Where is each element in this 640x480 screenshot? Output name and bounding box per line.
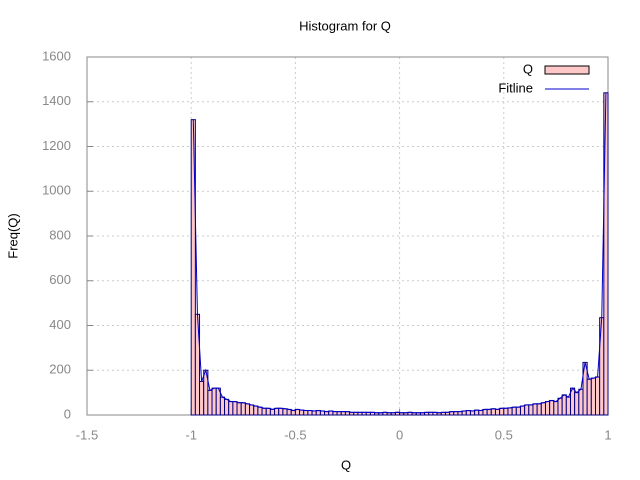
x-axis-label: Q [341, 457, 351, 472]
bar [190, 119, 196, 416]
bar [549, 399, 555, 416]
bar [257, 406, 263, 416]
bar [311, 410, 317, 416]
bar [515, 406, 521, 416]
bar [586, 378, 592, 416]
bar [603, 92, 609, 416]
bar [490, 408, 496, 416]
bar [244, 403, 251, 416]
legend-label: Q [523, 61, 533, 76]
bar [544, 401, 551, 416]
bar [332, 411, 338, 416]
bar [219, 396, 226, 416]
y-axis-label: Freq(Q) [5, 213, 20, 259]
bar [540, 402, 546, 416]
bar [469, 410, 476, 416]
y-tick-label: 400 [49, 317, 71, 332]
y-tick-label: 1200 [42, 138, 71, 153]
y-tick-label: 1000 [42, 183, 71, 198]
bar [532, 403, 538, 416]
x-tick-label: -1.5 [76, 427, 98, 442]
y-tick-label: 0 [64, 406, 71, 421]
y-tick-label: 800 [49, 227, 71, 242]
bar [336, 411, 342, 416]
fit-line [192, 92, 607, 414]
bar [528, 404, 534, 416]
bar [565, 396, 571, 416]
chart-title: Histogram for Q [299, 18, 391, 33]
bar [249, 404, 255, 416]
bar [194, 313, 201, 416]
bar [224, 398, 230, 416]
bar [503, 407, 509, 416]
bar [232, 401, 238, 416]
bar [282, 408, 288, 416]
bar [557, 397, 563, 416]
bar [499, 407, 505, 416]
x-tick-label: 1 [604, 427, 611, 442]
bar [253, 405, 259, 416]
bar [453, 411, 459, 416]
x-tick-label: 0.5 [495, 427, 513, 442]
bar [274, 407, 280, 416]
bar [236, 402, 242, 416]
bar [199, 380, 205, 416]
bar [519, 405, 526, 416]
y-tick-label: 1400 [42, 93, 71, 108]
bar [574, 392, 580, 416]
legend-swatch [544, 65, 590, 75]
bar [507, 407, 513, 416]
bar [465, 410, 471, 416]
bar [478, 410, 484, 416]
bar [594, 376, 601, 416]
x-tick-label: 0 [396, 427, 403, 442]
bar [511, 406, 517, 416]
bar [290, 410, 296, 416]
bar [578, 388, 584, 416]
y-tick-label: 1600 [42, 48, 71, 63]
bar [211, 387, 217, 416]
bar [553, 401, 559, 416]
bar [315, 410, 321, 416]
bar [494, 408, 501, 416]
legend-label: Fitline [498, 80, 533, 95]
bar [265, 407, 271, 416]
x-tick-label: -0.5 [284, 427, 306, 442]
bar [486, 408, 492, 416]
y-tick-label: 200 [49, 362, 71, 377]
bar [278, 407, 284, 416]
bar [590, 377, 596, 416]
bar [207, 389, 213, 416]
bar [261, 407, 267, 416]
bar [457, 411, 463, 416]
bar [299, 409, 305, 416]
bar [228, 401, 234, 416]
bar [240, 402, 246, 416]
bar [303, 410, 309, 416]
bar [536, 403, 542, 416]
bar [340, 411, 346, 416]
bar [269, 408, 276, 416]
bar [307, 410, 313, 416]
y-tick-label: 600 [49, 272, 71, 287]
bar [524, 404, 530, 416]
x-tick-label: -1 [185, 427, 197, 442]
bar [561, 394, 567, 416]
